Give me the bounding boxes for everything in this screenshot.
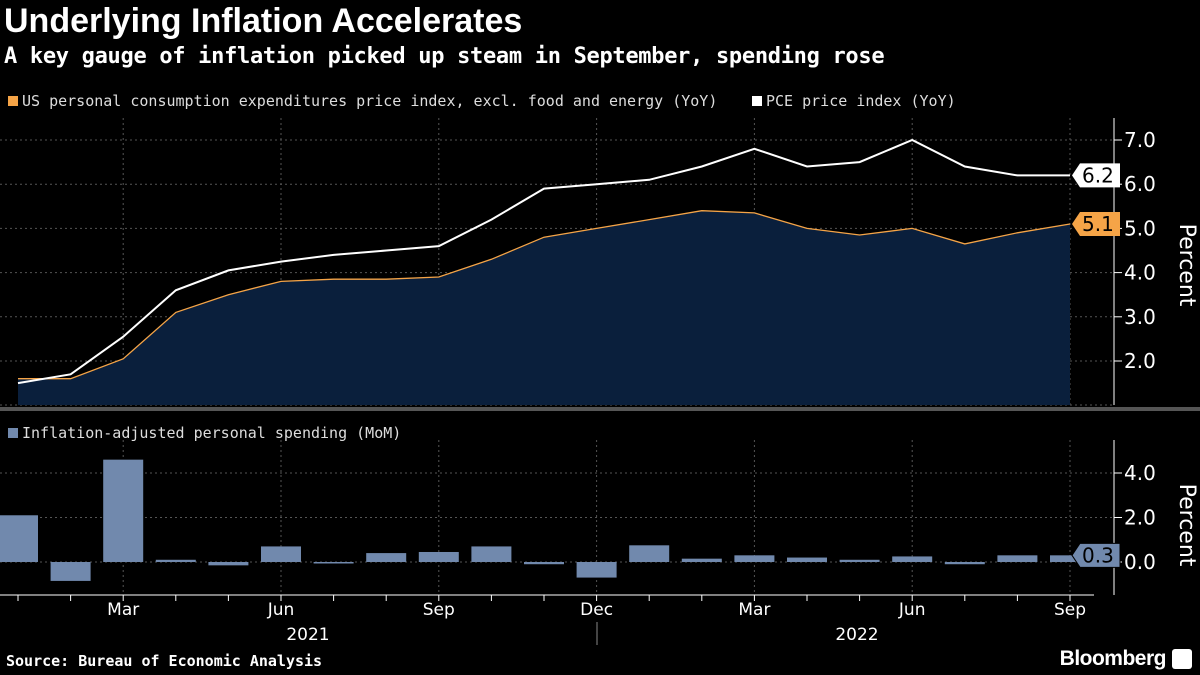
bloomberg-chart-icon (1172, 649, 1192, 669)
panel-divider[interactable] (0, 407, 1200, 411)
spending-bar (734, 555, 775, 562)
spending-bar (787, 557, 827, 562)
legend-item-core-pce: US personal consumption expenditures pri… (8, 92, 717, 110)
core-pce-last-value-label: 5.1 (1082, 212, 1114, 236)
spending-bar (50, 562, 91, 581)
legend-swatch-blue (8, 428, 18, 438)
spending-bar (524, 562, 564, 565)
pce-last-value-label-bg (1072, 163, 1120, 188)
spending-bar (418, 551, 459, 562)
spending-bar (103, 459, 144, 562)
spending-bar (629, 545, 670, 562)
y-tick-label: 7.0 (1124, 128, 1156, 152)
x-month-label: Sep (1054, 600, 1086, 620)
x-month-label: Jun (267, 600, 295, 620)
spending-last-value-label: 0.3 (1082, 543, 1114, 567)
spending-bar (997, 555, 1038, 562)
spending-bar (313, 562, 354, 564)
x-month-label: Dec (580, 600, 613, 620)
x-year-label: 2022 (835, 625, 878, 645)
spending-bar (944, 562, 985, 565)
top-y-axis-label: Percent (1174, 224, 1199, 307)
legend-swatch-orange (8, 96, 18, 106)
spending-bar (892, 556, 933, 562)
pce-line (17, 138, 1070, 385)
core-pce-line (18, 210, 1071, 380)
spending-bar (839, 559, 880, 562)
x-year-label: 2021 (286, 625, 329, 645)
bloomberg-logo: Bloomberg (1059, 647, 1167, 670)
legend-label: PCE price index (YoY) (766, 92, 956, 110)
spending-bar (576, 562, 617, 578)
spending-bar (681, 558, 722, 562)
spending-bar (471, 546, 512, 562)
spending-bar (155, 559, 196, 562)
spending-bar (366, 553, 407, 562)
y-tick-label: 0.0 (1124, 550, 1156, 574)
source-note: Source: Bureau of Economic Analysis (6, 652, 323, 670)
bottom-y-axis-label: Percent (1174, 484, 1199, 567)
y-tick-label: 4.0 (1124, 261, 1156, 285)
legend-item-spending: Inflation-adjusted personal spending (Mo… (8, 424, 401, 442)
spending-bar (261, 546, 301, 562)
core-pce-last-value-label-bg (1072, 211, 1120, 236)
legend-swatch-white (752, 96, 762, 106)
y-tick-label: 6.0 (1124, 172, 1156, 196)
pce-last-value-label: 6.2 (1082, 163, 1114, 187)
y-tick-label: 2.0 (1124, 506, 1156, 530)
y-tick-label: 3.0 (1124, 305, 1156, 329)
y-tick-label: 4.0 (1124, 461, 1156, 485)
x-month-label: Mar (107, 600, 139, 620)
core-pce-area (18, 210, 1070, 405)
x-month-label: Mar (738, 600, 770, 620)
legend-item-pce: PCE price index (YoY) (752, 92, 956, 110)
spending-bar (1050, 555, 1090, 562)
y-tick-label: 5.0 (1124, 216, 1156, 240)
x-month-label: Sep (423, 600, 455, 620)
spending-bar (0, 515, 38, 562)
chart-title: Underlying Inflation Accelerates (4, 2, 523, 40)
chart-subtitle: A key gauge of inflation picked up steam… (4, 44, 885, 69)
legend-label: Inflation-adjusted personal spending (Mo… (22, 424, 402, 442)
y-tick-label: 2.0 (1124, 349, 1156, 373)
spending-bar (208, 562, 249, 566)
x-month-label: Jun (898, 600, 926, 620)
legend-label: US personal consumption expenditures pri… (22, 92, 718, 110)
spending-last-value-bg (1071, 542, 1121, 568)
